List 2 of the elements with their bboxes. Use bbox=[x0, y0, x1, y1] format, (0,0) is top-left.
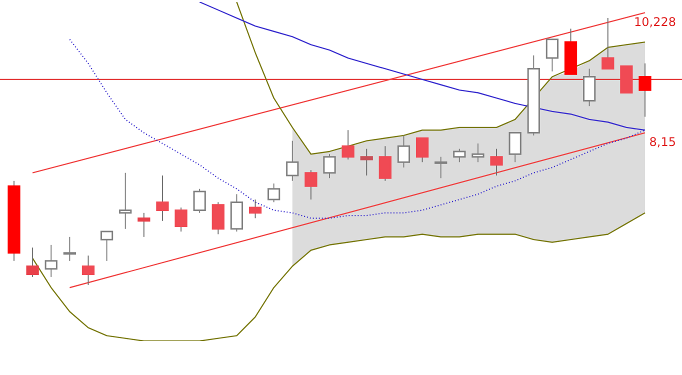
annotation: 8,15 bbox=[649, 134, 676, 149]
annotation: 10,228 bbox=[634, 14, 676, 29]
